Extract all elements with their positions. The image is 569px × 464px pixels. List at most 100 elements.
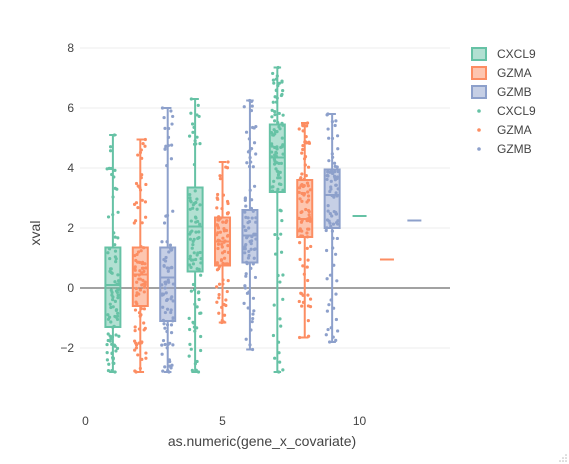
data-point — [243, 210, 247, 214]
data-point — [188, 263, 192, 267]
data-point — [191, 206, 195, 210]
data-point — [112, 133, 117, 137]
data-point — [140, 283, 144, 287]
data-point — [138, 260, 142, 265]
data-point — [277, 351, 281, 355]
data-point — [143, 200, 148, 204]
data-point — [277, 111, 281, 116]
data-point — [278, 360, 282, 364]
data-point — [275, 74, 279, 78]
data-point — [192, 325, 196, 329]
data-point — [250, 235, 254, 239]
data-point — [298, 241, 302, 245]
data-point — [143, 282, 147, 287]
data-point — [188, 192, 192, 197]
legend[interactable]: CXCL9 GZMA GZMB CXCL9 GZMA GZMB — [471, 47, 536, 156]
data-point — [305, 124, 309, 128]
legend-item-points-gzma[interactable]: GZMA — [477, 123, 532, 137]
data-point — [279, 250, 284, 254]
data-point — [143, 137, 147, 142]
legend-label: CXCL9 — [497, 104, 536, 118]
data-point — [333, 170, 337, 174]
data-point — [297, 127, 301, 131]
legend-item-points-gzmb[interactable]: GZMB — [477, 142, 532, 156]
data-point — [115, 346, 120, 350]
data-point — [333, 178, 337, 182]
data-point — [189, 219, 193, 223]
data-point — [108, 149, 113, 153]
data-point — [191, 282, 196, 287]
data-point — [245, 161, 249, 165]
data-point — [308, 219, 312, 223]
data-point — [330, 120, 334, 124]
data-point — [187, 316, 191, 320]
data-point — [327, 136, 331, 140]
data-point — [247, 253, 251, 258]
data-point — [244, 337, 248, 341]
data-point — [170, 143, 174, 147]
data-point — [302, 177, 306, 181]
data-point — [335, 175, 340, 179]
data-point — [273, 95, 277, 99]
data-point — [226, 244, 230, 248]
legend-item-box-gzmb[interactable]: GZMB — [471, 85, 532, 99]
data-point — [329, 179, 333, 183]
data-point — [144, 215, 148, 219]
legend-item-box-gzma[interactable]: GZMA — [471, 66, 532, 80]
y-tick-label: 0 — [67, 281, 74, 295]
data-point — [199, 334, 203, 339]
data-point — [326, 209, 330, 213]
data-point — [168, 243, 173, 247]
data-point — [217, 296, 221, 300]
data-point — [272, 162, 277, 166]
data-point — [326, 170, 330, 174]
data-point — [113, 370, 117, 374]
data-point — [326, 327, 330, 332]
data-point — [105, 358, 110, 362]
legend-box-swatch — [471, 47, 487, 61]
data-point — [189, 289, 193, 293]
data-point — [306, 190, 310, 194]
data-point — [302, 272, 306, 276]
series-cxcl9 — [104, 65, 367, 374]
grid-lines — [80, 47, 450, 349]
data-point — [281, 368, 285, 372]
data-point — [300, 210, 304, 214]
data-point — [143, 144, 147, 148]
data-point — [298, 227, 302, 231]
data-point — [304, 135, 308, 139]
data-point — [218, 177, 223, 181]
data-point — [306, 165, 311, 169]
data-point — [142, 307, 146, 311]
data-point — [277, 370, 281, 374]
data-point — [193, 302, 197, 306]
data-point — [276, 173, 281, 177]
data-point — [242, 301, 246, 305]
data-point — [105, 351, 109, 355]
x-tick-label: 10 — [353, 414, 367, 428]
data-point — [160, 106, 165, 110]
data-point — [111, 297, 115, 302]
resize-handle-icon[interactable] — [559, 454, 567, 462]
data-point — [163, 310, 168, 315]
data-point — [221, 282, 225, 286]
data-point — [194, 230, 198, 234]
data-point — [106, 332, 110, 336]
data-point — [324, 333, 328, 337]
data-point — [116, 311, 120, 315]
y-tick-label: 4 — [67, 161, 74, 175]
data-point — [109, 320, 113, 324]
data-point — [189, 265, 193, 269]
legend-label: CXCL9 — [497, 47, 536, 61]
data-point — [297, 216, 301, 220]
data-point — [140, 340, 144, 344]
legend-item-points-cxcl9[interactable]: CXCL9 — [477, 104, 536, 118]
data-point — [280, 136, 284, 140]
data-point — [194, 142, 198, 146]
data-point — [108, 145, 113, 149]
data-point — [325, 248, 329, 253]
data-point — [302, 193, 306, 197]
legend-item-box-cxcl9[interactable]: CXCL9 — [471, 47, 536, 61]
data-point — [166, 368, 170, 373]
data-point — [325, 113, 329, 117]
